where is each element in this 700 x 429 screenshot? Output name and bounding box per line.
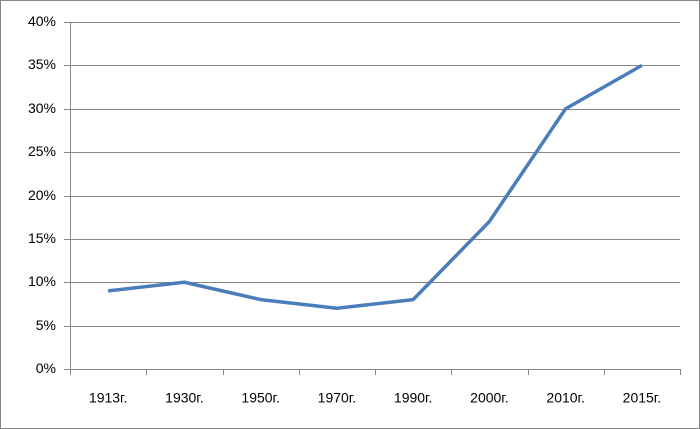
x-tick-label: 2010г. xyxy=(546,390,584,406)
y-tick-label: 25% xyxy=(28,143,56,159)
y-tick-label: 0% xyxy=(36,360,56,376)
data-line xyxy=(107,63,643,311)
x-tick-label: 1990г. xyxy=(394,390,432,406)
y-tick-label: 20% xyxy=(28,187,56,203)
x-tick-label: 1970г. xyxy=(318,390,356,406)
y-tick-label: 30% xyxy=(28,100,56,116)
y-tick-label: 40% xyxy=(28,13,56,29)
y-tick-label: 5% xyxy=(36,317,56,333)
y-tick-label: 10% xyxy=(28,273,56,289)
x-tick-label: 1913г. xyxy=(89,390,127,406)
x-tick-label: 2000г. xyxy=(470,390,508,406)
x-tick-label: 1950г. xyxy=(241,390,279,406)
y-tick-label: 35% xyxy=(28,56,56,72)
x-tick-label: 2015г. xyxy=(623,390,661,406)
y-tick-label: 15% xyxy=(28,230,56,246)
x-tick-label: 1930г. xyxy=(165,390,203,406)
